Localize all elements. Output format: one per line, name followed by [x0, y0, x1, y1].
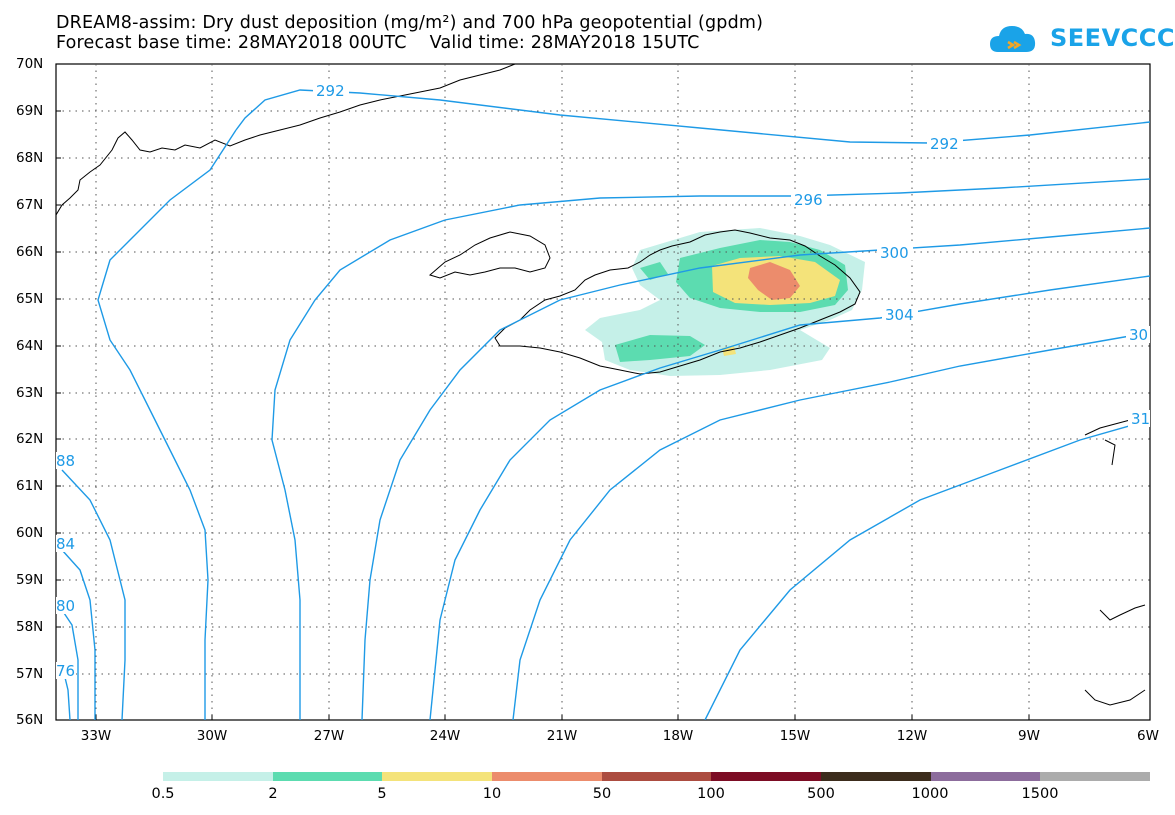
- colorbar-segment: [821, 772, 931, 781]
- iceland-coast: [494, 229, 861, 375]
- lat-label: 57N: [16, 666, 44, 682]
- colorbar-label: 10: [482, 786, 502, 802]
- faroe-shetland-coast: [1084, 417, 1146, 706]
- lat-label: 69N: [16, 103, 44, 119]
- logo-text: SEEVCCC: [1050, 24, 1175, 52]
- plot-frame: [55, 63, 1151, 721]
- contour-label-288: 88: [56, 452, 75, 470]
- colorbar-label: 0.5: [151, 786, 175, 802]
- dust-deposition-field: [585, 228, 865, 376]
- lon-label: 6W: [1137, 728, 1159, 744]
- contour-label-292-east: 292: [930, 135, 959, 153]
- colorbar-label: 500: [807, 786, 835, 802]
- contour-292: [235, 89, 1150, 144]
- contour-312: [704, 419, 1150, 720]
- lon-label: 21W: [546, 728, 578, 744]
- contour-284: [61, 549, 96, 720]
- colorbar-segment: [930, 772, 1041, 781]
- colorbar: [163, 772, 1151, 781]
- lon-label: 30W: [196, 728, 228, 744]
- lon-label: 18W: [662, 728, 694, 744]
- colorbar-segment: [711, 772, 822, 781]
- dust-area-green: [640, 262, 668, 280]
- contour-304-west: [429, 349, 721, 720]
- contour-288: [61, 469, 126, 720]
- colorbar-segment: [272, 772, 383, 781]
- contour-label-280: 80: [56, 597, 75, 615]
- contour-label-292: 292: [316, 82, 345, 100]
- lat-label: 60N: [16, 525, 44, 541]
- lat-label: 68N: [16, 150, 44, 166]
- contour-308: [889, 331, 1150, 383]
- colorbar-label: 2: [268, 786, 278, 802]
- lon-label: 12W: [896, 728, 928, 744]
- lon-label: 9W: [1018, 728, 1040, 744]
- contour-label-308: 30: [1129, 326, 1148, 344]
- contour-296: [444, 178, 1150, 221]
- lat-label: 70N: [16, 56, 44, 72]
- colorbar-segment: [1040, 772, 1151, 781]
- iceland-westfjords: [428, 231, 551, 279]
- lat-lon-grid: [56, 64, 1150, 720]
- colorbar-segment: [492, 772, 602, 781]
- colorbar-segment: [163, 772, 273, 781]
- colorbar-label: 5: [377, 786, 387, 802]
- colorbar-label: 50: [592, 786, 612, 802]
- contour-300: [559, 227, 1150, 301]
- colorbar-label: 1000: [911, 786, 949, 802]
- contour-label-296: 296: [794, 191, 823, 209]
- contour-label-304: 304: [885, 306, 914, 324]
- colorbar-label: 1500: [1021, 786, 1059, 802]
- lat-label: 63N: [16, 385, 44, 401]
- contour-label-300: 300: [880, 244, 909, 262]
- dust-area-green: [615, 335, 705, 362]
- map-title-line1: DREAM8-assim: Dry dust deposition (mg/m²…: [56, 13, 764, 33]
- geopotential-contours: [61, 89, 1150, 720]
- colorbar-label: 100: [697, 786, 725, 802]
- contour-308-west: [512, 381, 891, 720]
- colorbar-segment: [382, 772, 493, 781]
- lat-label: 56N: [16, 712, 44, 728]
- lat-label: 61N: [16, 478, 44, 494]
- lat-label: 62N: [16, 431, 44, 447]
- contour-300-west: [361, 299, 561, 720]
- lat-label: 65N: [16, 291, 44, 307]
- lon-label: 15W: [779, 728, 811, 744]
- lon-label: 24W: [429, 728, 461, 744]
- colorbar-segment: [601, 772, 712, 781]
- lat-label: 59N: [16, 572, 44, 588]
- lat-label: 64N: [16, 338, 44, 354]
- contour-304: [719, 275, 1150, 351]
- cloud-logo-icon: [990, 26, 1036, 52]
- contour-292-west: [97, 129, 237, 720]
- coastlines: [56, 64, 1146, 706]
- contour-label-312: 31: [1131, 410, 1150, 428]
- map-title-line2: Forecast base time: 28MAY2018 00UTC Vali…: [56, 33, 700, 53]
- dust-area-orange: [748, 262, 800, 300]
- lat-label: 58N: [16, 619, 44, 635]
- lat-label: 66N: [16, 244, 44, 260]
- contour-296-west: [271, 219, 446, 720]
- contour-280: [61, 609, 79, 720]
- contour-label-276: 76: [56, 662, 75, 680]
- lon-label: 33W: [80, 728, 112, 744]
- lon-label: 27W: [313, 728, 345, 744]
- lat-label: 67N: [16, 197, 44, 213]
- contour-label-284: 84: [56, 535, 75, 553]
- greenland-coast: [56, 64, 516, 216]
